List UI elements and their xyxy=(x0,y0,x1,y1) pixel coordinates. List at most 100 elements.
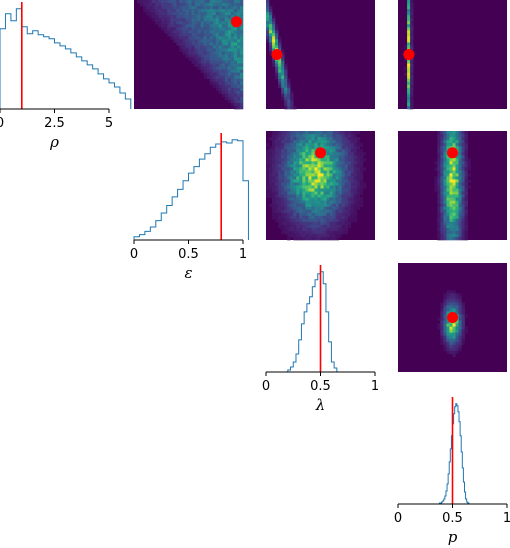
density-3-cell xyxy=(350,203,355,207)
density-1-cell xyxy=(272,63,276,67)
density-3-cell xyxy=(302,179,306,183)
density-3-cell xyxy=(359,176,364,180)
density-5-cell xyxy=(449,308,453,312)
density-0-cell xyxy=(239,57,244,61)
density-4-cell xyxy=(464,173,468,177)
density-3-cell xyxy=(302,158,306,162)
density-4-cell xyxy=(458,158,462,162)
density-3-cell xyxy=(278,194,282,198)
density-3-cell xyxy=(293,212,297,217)
density-4-cell xyxy=(461,197,465,201)
density-3-cell xyxy=(287,161,291,165)
density-1-cell xyxy=(293,105,297,110)
density-4-cell xyxy=(443,194,447,198)
density-3-cell xyxy=(332,212,336,217)
density-3-cell xyxy=(278,137,282,141)
density-0-cell xyxy=(227,3,232,7)
density-3-cell xyxy=(347,206,352,211)
density-5-cell xyxy=(443,293,447,297)
density-0-cell xyxy=(221,69,226,73)
density-3-cell xyxy=(290,230,294,235)
density-0-cell xyxy=(233,81,238,86)
density-0-cell xyxy=(164,6,168,10)
density-3-cell xyxy=(344,173,349,177)
density-3-cell xyxy=(317,191,321,195)
density-3-cell xyxy=(335,227,339,232)
density-3-cell xyxy=(344,134,349,138)
density-3-cell xyxy=(323,194,327,198)
density-3-cell xyxy=(287,173,291,177)
density-3-cell xyxy=(329,155,333,159)
density-3-cell xyxy=(326,212,330,217)
density-4-cell xyxy=(446,212,450,217)
density-0-cell xyxy=(203,57,207,61)
density-3-cell xyxy=(281,182,285,186)
density-3-cell xyxy=(335,143,339,147)
density-5-cell xyxy=(440,335,444,339)
density-0-cell xyxy=(158,0,162,4)
density-4-cell xyxy=(461,179,465,183)
density-0-cell xyxy=(194,51,198,55)
density-4-cell xyxy=(464,134,468,138)
density-0-cell xyxy=(155,21,159,25)
density-0-cell xyxy=(197,66,201,70)
density-3-cell xyxy=(308,155,312,159)
density-4-cell xyxy=(437,176,441,180)
density-3-cell xyxy=(284,149,288,153)
density-0-cell xyxy=(206,27,210,31)
density-3-cell xyxy=(341,173,346,177)
density-3-cell xyxy=(332,233,336,238)
density-3-cell xyxy=(293,188,297,192)
density-3-cell xyxy=(359,161,364,165)
density-4-cell xyxy=(461,146,465,150)
density-0-cell xyxy=(206,24,210,28)
density-5-cell xyxy=(452,335,456,339)
density-1-cell xyxy=(272,30,276,34)
density-3-cell xyxy=(317,167,321,171)
density-0-cell xyxy=(203,3,207,7)
density-0-cell xyxy=(227,48,232,52)
density-0-cell xyxy=(200,33,204,37)
density-4-cell xyxy=(449,203,453,207)
density-1-cell xyxy=(281,87,285,92)
density-0-cell xyxy=(239,42,244,46)
density-3-cell xyxy=(311,179,315,183)
density-0-cell xyxy=(209,48,214,52)
density-5-cell xyxy=(461,302,465,306)
density-0-cell xyxy=(218,48,223,52)
density-0-cell xyxy=(179,33,183,37)
density-3-cell xyxy=(317,212,321,217)
density-4-cell xyxy=(437,221,441,226)
density-4-cell xyxy=(440,227,444,232)
density-0-cell xyxy=(161,15,165,19)
density-5-cell xyxy=(446,311,450,315)
density-2-cell xyxy=(410,3,414,7)
density-3-cell xyxy=(359,149,364,153)
density-0-cell xyxy=(236,84,241,89)
density-3-cell xyxy=(302,170,306,174)
density-4-cell xyxy=(452,173,456,177)
density-3-cell xyxy=(275,194,279,198)
density-3-cell xyxy=(272,191,276,195)
density-0-cell xyxy=(167,3,171,7)
density-3-cell xyxy=(335,137,339,141)
density-3-cell xyxy=(278,209,282,214)
density-4-cell xyxy=(458,176,462,180)
density-5-cell xyxy=(458,326,462,330)
density-3-cell xyxy=(353,149,358,153)
density-3-cell xyxy=(302,218,306,223)
density-4-cell xyxy=(464,191,468,195)
density-3-cell xyxy=(344,131,349,135)
density-3-cell xyxy=(305,179,309,183)
density-3-cell xyxy=(350,155,355,159)
density-4-cell xyxy=(464,176,468,180)
density-3-cell xyxy=(266,188,270,192)
density-4-cell xyxy=(446,173,450,177)
histogram-0-tick-label-2: 5 xyxy=(105,116,113,131)
density-1-cell xyxy=(266,0,270,4)
density-3-cell xyxy=(323,212,327,217)
density-0-cell xyxy=(170,24,174,28)
density-1-cell xyxy=(269,18,273,22)
density-3-cell xyxy=(353,212,358,217)
density-4-cell xyxy=(446,137,450,141)
